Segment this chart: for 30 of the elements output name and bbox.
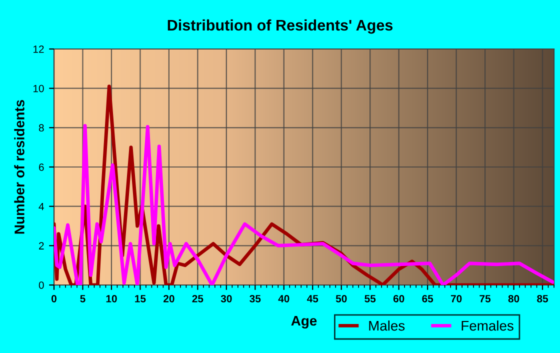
chart-title: Distribution of Residents' Ages (168, 19, 393, 34)
x-tick-label: 55 (364, 295, 376, 302)
x-tick-label: 60 (393, 294, 404, 302)
y-tick-label: 10 (33, 84, 44, 92)
y-tick-label: 2 (39, 242, 44, 250)
x-tick-label: 30 (220, 294, 232, 302)
x-tick-label: 25 (192, 294, 204, 302)
y-tick-label: 4 (38, 202, 44, 210)
x-tick-label: 70 (450, 294, 462, 302)
x-tick-label: 40 (278, 294, 290, 302)
x-tick-label: 85 (537, 294, 548, 302)
y-tick-label: 6 (39, 164, 44, 171)
x-tick-label: 10 (106, 294, 117, 302)
y-axis-title: Number of residents (14, 100, 24, 234)
x-tick-label: 65 (422, 294, 434, 302)
x-tick-label: 50 (336, 294, 347, 302)
x-tick-label: 35 (250, 294, 261, 302)
x-tick-label: 80 (508, 294, 520, 302)
x-tick-label: 20 (164, 294, 174, 302)
x-tick-label: 0 (52, 294, 56, 302)
legend-label: Females (462, 320, 514, 331)
legend-label: Males (369, 320, 405, 331)
y-tick-label: 8 (38, 124, 44, 132)
y-tick-label: 0 (38, 282, 44, 289)
x-tick-label: 15 (135, 295, 146, 302)
x-tick-label: 45 (306, 295, 318, 302)
x-tick-label: 75 (480, 295, 491, 302)
y-tick-label: 12 (33, 46, 44, 53)
x-axis-title: Age (291, 316, 317, 328)
x-tick-label: 5 (80, 295, 86, 302)
